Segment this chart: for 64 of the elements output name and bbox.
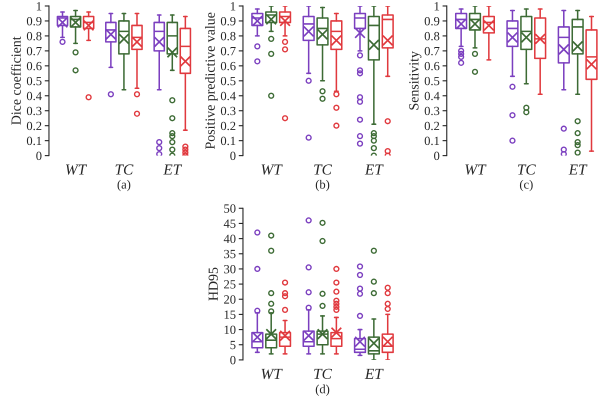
y-tick-label: 0: [230, 152, 236, 160]
y-tick-label: 0.9: [220, 16, 236, 26]
y-tick-label: 0.5: [220, 76, 236, 86]
y-tick-label: 25: [224, 280, 236, 289]
y-tick-label: 0.2: [26, 122, 42, 130]
y-axis-title: HD95: [208, 268, 218, 301]
y-tick-label: 0.7: [26, 46, 42, 56]
y-tick-label: 0.2: [220, 122, 236, 130]
y-tick-label: 40: [224, 234, 236, 244]
x-tick-label: ET: [364, 164, 384, 175]
x-tick-label: ET: [163, 164, 182, 175]
y-tick-label: 0.1: [424, 136, 440, 146]
x-tick-label: WT: [262, 164, 283, 175]
y-tick-label: 20: [224, 295, 236, 304]
y-tick-label: 0: [36, 152, 42, 160]
y-tick-label: 0.6: [220, 62, 236, 70]
y-tick-label: 0.6: [424, 62, 440, 70]
y-tick-label: 5: [230, 340, 236, 350]
text: (c): [520, 180, 533, 192]
x-tick-label: ET: [364, 368, 384, 379]
y-axis-title: Sensitivity: [409, 51, 422, 110]
y-tick-label: 0.9: [424, 16, 440, 26]
y-tick-label: 35: [224, 250, 236, 258]
x-tick-label: TC: [314, 368, 332, 379]
text: (b): [316, 180, 330, 192]
y-tick-label: 0.1: [26, 136, 42, 146]
x-tick-label: WT: [465, 164, 487, 175]
y-tick-label: 1: [434, 2, 440, 10]
y-tick-label: 10: [224, 326, 236, 334]
y-tick-label: 0.4: [26, 92, 42, 100]
y-tick-label: 50: [224, 204, 236, 213]
y-tick-label: 0.6: [26, 62, 42, 70]
x-tick-label: WT: [262, 368, 283, 380]
y-tick-label: 0.9: [26, 16, 42, 26]
y-tick-label: 0.8: [220, 32, 236, 40]
y-tick-label: 0.2: [424, 122, 440, 130]
y-tick-label: 0: [230, 356, 236, 364]
y-tick-label: 0.5: [26, 76, 42, 86]
y-tick-label: 1: [36, 2, 42, 10]
y-tick-label: 0.8: [424, 32, 440, 40]
y-tick-label: 0.1: [220, 136, 236, 146]
x-tick-label: TC: [314, 164, 332, 175]
y-axis-title: Positive predictive value: [205, 12, 218, 150]
y-tick-label: 0.3: [220, 106, 236, 116]
y-tick-label: 15: [224, 310, 236, 319]
y-tick-label: 0.7: [424, 46, 440, 56]
x-tick-label: TC: [116, 164, 134, 175]
y-axis-title: Dice coefficient: [10, 36, 21, 125]
y-tick-label: 0.3: [424, 106, 440, 116]
text: (d): [316, 384, 330, 396]
y-tick-label: 0.7: [220, 46, 236, 56]
y-tick-label: 0.4: [424, 92, 440, 100]
y-tick-label: 0.4: [220, 92, 236, 100]
y-tick-label: 45: [224, 220, 236, 228]
y-tick-label: 0.3: [26, 106, 42, 116]
y-tick-label: 0: [434, 152, 440, 160]
y-tick-label: 30: [224, 264, 236, 274]
x-tick-label: WT: [66, 164, 88, 175]
x-tick-label: TC: [518, 164, 536, 175]
y-tick-label: 0.5: [424, 76, 440, 86]
text: (a): [118, 180, 130, 192]
x-tick-label: ET: [568, 164, 588, 175]
y-tick-label: 1: [230, 2, 236, 10]
y-tick-label: 0.8: [26, 32, 42, 40]
